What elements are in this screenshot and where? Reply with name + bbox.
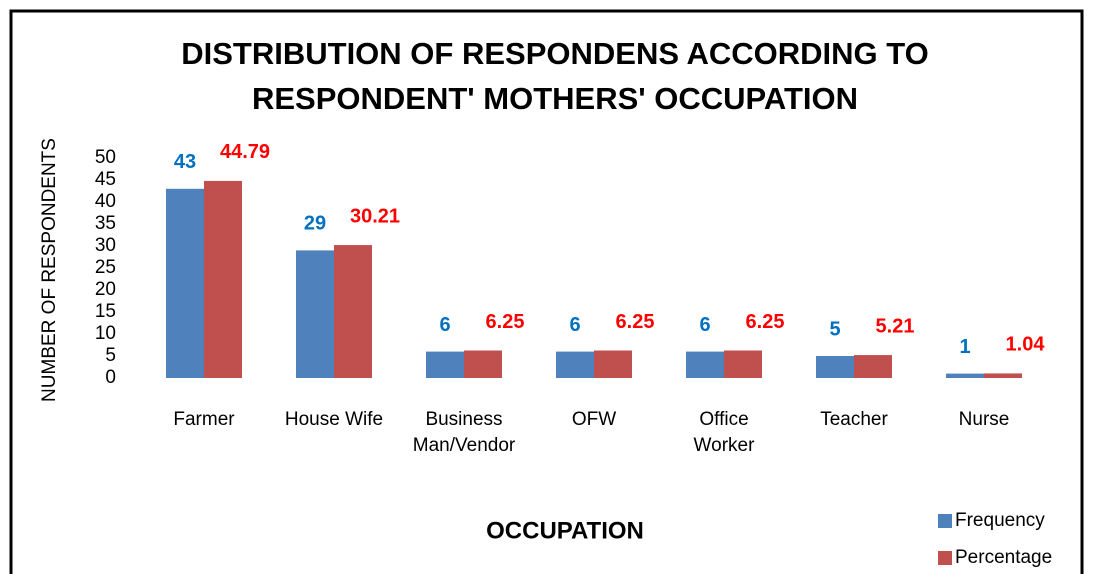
legend-swatch (938, 514, 952, 528)
y-tick-label: 15 (95, 301, 116, 322)
data-label: 5 (829, 318, 840, 340)
legend-swatch (938, 551, 952, 565)
y-tick-label: 25 (95, 257, 116, 278)
bar (204, 180, 242, 378)
y-tick-label: 40 (95, 191, 116, 212)
data-label: 1 (959, 336, 970, 358)
y-tick-label: 30 (95, 235, 116, 256)
y-tick-label: 45 (95, 169, 116, 190)
y-tick-label: 10 (95, 323, 116, 344)
y-tick-label: 20 (95, 279, 116, 300)
x-tick-label: Business (425, 409, 502, 430)
bar (594, 350, 632, 378)
chart-frame (9, 9, 1084, 574)
y-tick-label: 0 (105, 367, 116, 388)
legend-label: Frequency (955, 510, 1045, 531)
data-label: 30.21 (350, 205, 400, 227)
bar (556, 351, 594, 378)
y-tick-label: 35 (95, 213, 116, 234)
data-label: 5.21 (876, 315, 915, 337)
x-tick-label: Nurse (959, 409, 1010, 430)
bar (946, 373, 984, 378)
bar (296, 250, 334, 378)
x-tick-label: Farmer (173, 409, 235, 430)
data-label: 6 (699, 314, 710, 336)
bar (854, 355, 892, 378)
x-tick-label: Office (699, 409, 748, 430)
x-tick-label: Worker (694, 435, 756, 456)
data-label: 43 (174, 151, 196, 173)
data-label: 6.25 (746, 311, 785, 333)
bar (724, 350, 762, 378)
bar (984, 373, 1022, 378)
y-axis-title: NUMBER OF RESPONDENTS (39, 138, 60, 402)
bar (464, 350, 502, 378)
y-tick-label: 50 (95, 147, 116, 168)
x-tick-label: OFW (572, 409, 616, 430)
bar (166, 188, 204, 378)
chart-title: RESPONDENT' MOTHERS' OCCUPATION (252, 81, 858, 116)
bar (816, 356, 854, 378)
y-tick-label: 5 (105, 345, 116, 366)
bar (686, 351, 724, 378)
data-label: 1.04 (1006, 334, 1046, 356)
data-label: 44.79 (220, 141, 270, 163)
bar (426, 351, 464, 378)
bar (334, 245, 372, 378)
x-tick-label: House Wife (285, 409, 383, 430)
x-tick-label: Man/Vendor (413, 435, 516, 456)
legend-label: Percentage (955, 547, 1052, 568)
data-label: 6.25 (616, 311, 655, 333)
data-label: 6.25 (486, 311, 525, 333)
chart-title: DISTRIBUTION OF RESPONDENS ACCORDING TO (181, 36, 928, 71)
data-label: 6 (439, 314, 450, 336)
x-axis-title: OCCUPATION (486, 517, 644, 544)
data-label: 6 (569, 314, 580, 336)
x-tick-label: Teacher (820, 409, 888, 430)
data-label: 29 (304, 213, 326, 235)
